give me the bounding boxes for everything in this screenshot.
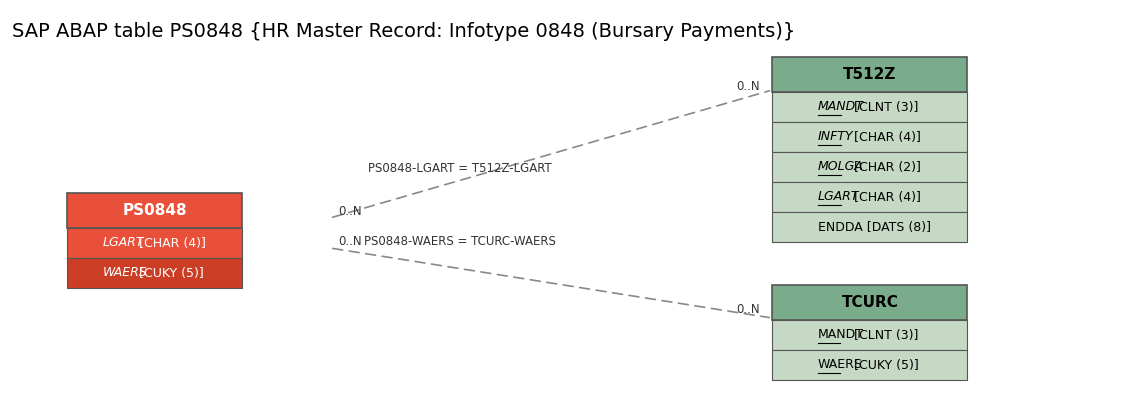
FancyBboxPatch shape [67,258,242,288]
Text: 0..N: 0..N [338,205,362,218]
Text: LGART: LGART [103,237,144,249]
Text: [CHAR (4)]: [CHAR (4)] [135,237,207,249]
FancyBboxPatch shape [772,350,968,380]
Text: SAP ABAP table PS0848 {HR Master Record: Infotype 0848 (Bursary Payments)}: SAP ABAP table PS0848 {HR Master Record:… [13,22,796,41]
Text: TCURC: TCURC [841,295,898,310]
Text: WAERS: WAERS [818,358,863,371]
FancyBboxPatch shape [772,57,968,92]
Text: [CLNT (3)]: [CLNT (3)] [850,328,919,341]
FancyBboxPatch shape [772,320,968,350]
FancyBboxPatch shape [772,285,968,320]
Text: 0..N: 0..N [737,80,760,93]
FancyBboxPatch shape [772,92,968,122]
Text: PS0848-WAERS = TCURC-WAERS: PS0848-WAERS = TCURC-WAERS [364,235,556,248]
Text: [CHAR (2)]: [CHAR (2)] [850,160,921,173]
FancyBboxPatch shape [772,182,968,212]
FancyBboxPatch shape [772,122,968,152]
Text: WAERS: WAERS [103,266,148,279]
Text: [CLNT (3)]: [CLNT (3)] [850,100,919,113]
Text: T512Z: T512Z [844,67,897,82]
Text: 0..N: 0..N [737,303,760,316]
Text: PS0848: PS0848 [123,203,188,218]
Text: [CUKY (5)]: [CUKY (5)] [135,266,205,279]
Text: [CHAR (4)]: [CHAR (4)] [850,190,921,203]
FancyBboxPatch shape [67,228,242,258]
Text: 0..N: 0..N [338,235,362,248]
Text: LGART: LGART [818,190,860,203]
Text: MANDT: MANDT [818,100,864,113]
Text: MANDT: MANDT [818,328,864,341]
FancyBboxPatch shape [772,152,968,182]
Text: PS0848-LGART = T512Z-LGART: PS0848-LGART = T512Z-LGART [368,162,551,175]
Text: [CHAR (4)]: [CHAR (4)] [850,130,921,143]
Text: ENDDA [DATS (8)]: ENDDA [DATS (8)] [818,220,931,234]
Text: INFTY: INFTY [818,130,854,143]
Text: MOLGA: MOLGA [818,160,864,173]
Text: [CUKY (5)]: [CUKY (5)] [850,358,919,371]
FancyBboxPatch shape [772,212,968,242]
FancyBboxPatch shape [67,193,242,228]
